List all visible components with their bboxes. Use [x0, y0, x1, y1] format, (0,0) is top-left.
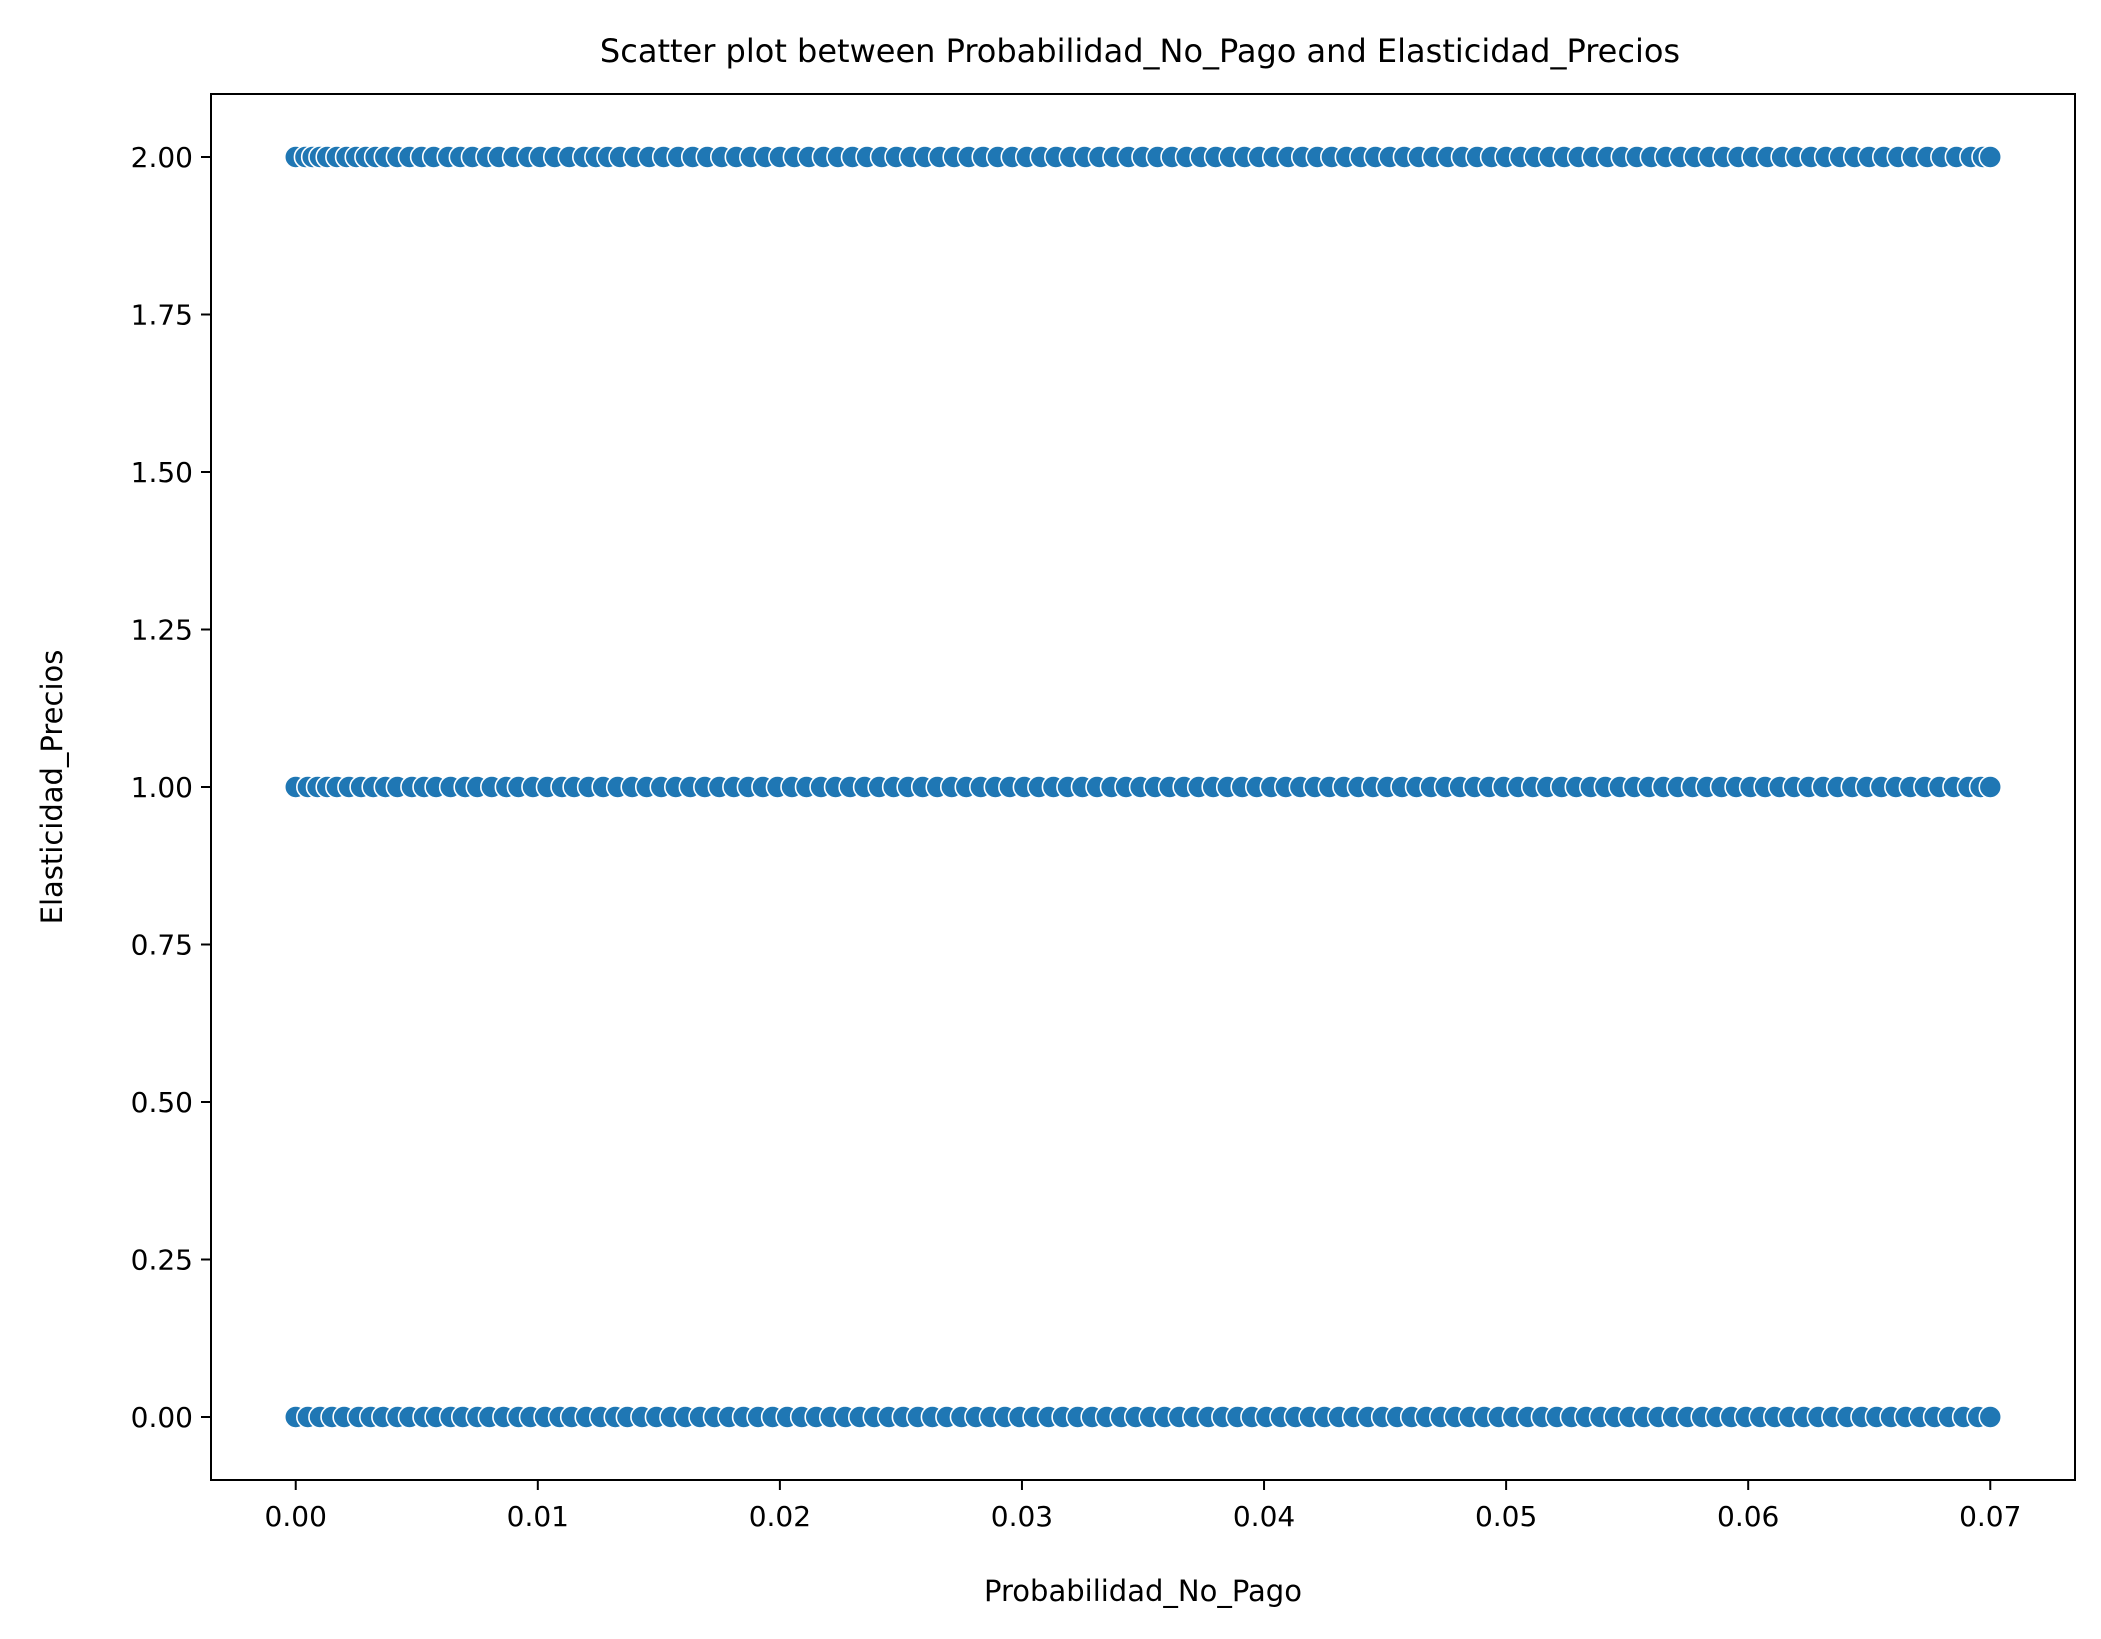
x-tick-label: 0.07 — [1959, 1500, 2021, 1533]
y-tick-label: 0.50 — [131, 1086, 193, 1119]
y-tick-label: 1.00 — [131, 771, 193, 804]
y-tick-label: 0.00 — [131, 1401, 193, 1434]
x-tick-label: 0.01 — [507, 1500, 569, 1533]
y-tick-label: 0.25 — [131, 1244, 193, 1277]
y-tick-label: 0.75 — [131, 929, 193, 962]
x-tick-label: 0.05 — [1475, 1500, 1537, 1533]
scatter-point — [1978, 1405, 2003, 1429]
x-tick-label: 0.00 — [265, 1500, 327, 1533]
x-axis-ticks: 0.00 0.01 0.02 0.03 0.04 0.05 0.06 0.07 — [265, 1480, 2021, 1533]
y-axis-ticks: 0.00 0.25 0.50 0.75 1.00 1.25 1.50 1.75 2.00 — [131, 141, 211, 1434]
y-tick-label: 1.25 — [131, 614, 193, 647]
plot-frame — [210, 93, 2076, 1481]
x-tick-label: 0.03 — [991, 1500, 1053, 1533]
x-tick-label: 0.04 — [1233, 1500, 1295, 1533]
chart-title: Scatter plot between Probabilidad_No_Pag… — [600, 32, 1680, 70]
x-tick-label: 0.06 — [1717, 1500, 1779, 1533]
scatter-point — [1978, 145, 2003, 169]
y-tick-label: 1.50 — [131, 456, 193, 489]
scatter-point — [1978, 775, 2003, 799]
x-tick-label: 0.02 — [749, 1500, 811, 1533]
y-tick-label: 2.00 — [131, 141, 193, 174]
data-points — [283, 145, 2003, 1429]
y-axis-label: Elasticidad_Precios — [35, 650, 69, 925]
x-axis-label: Probabilidad_No_Pago — [984, 1574, 1302, 1608]
y-tick-label: 1.75 — [131, 299, 193, 332]
